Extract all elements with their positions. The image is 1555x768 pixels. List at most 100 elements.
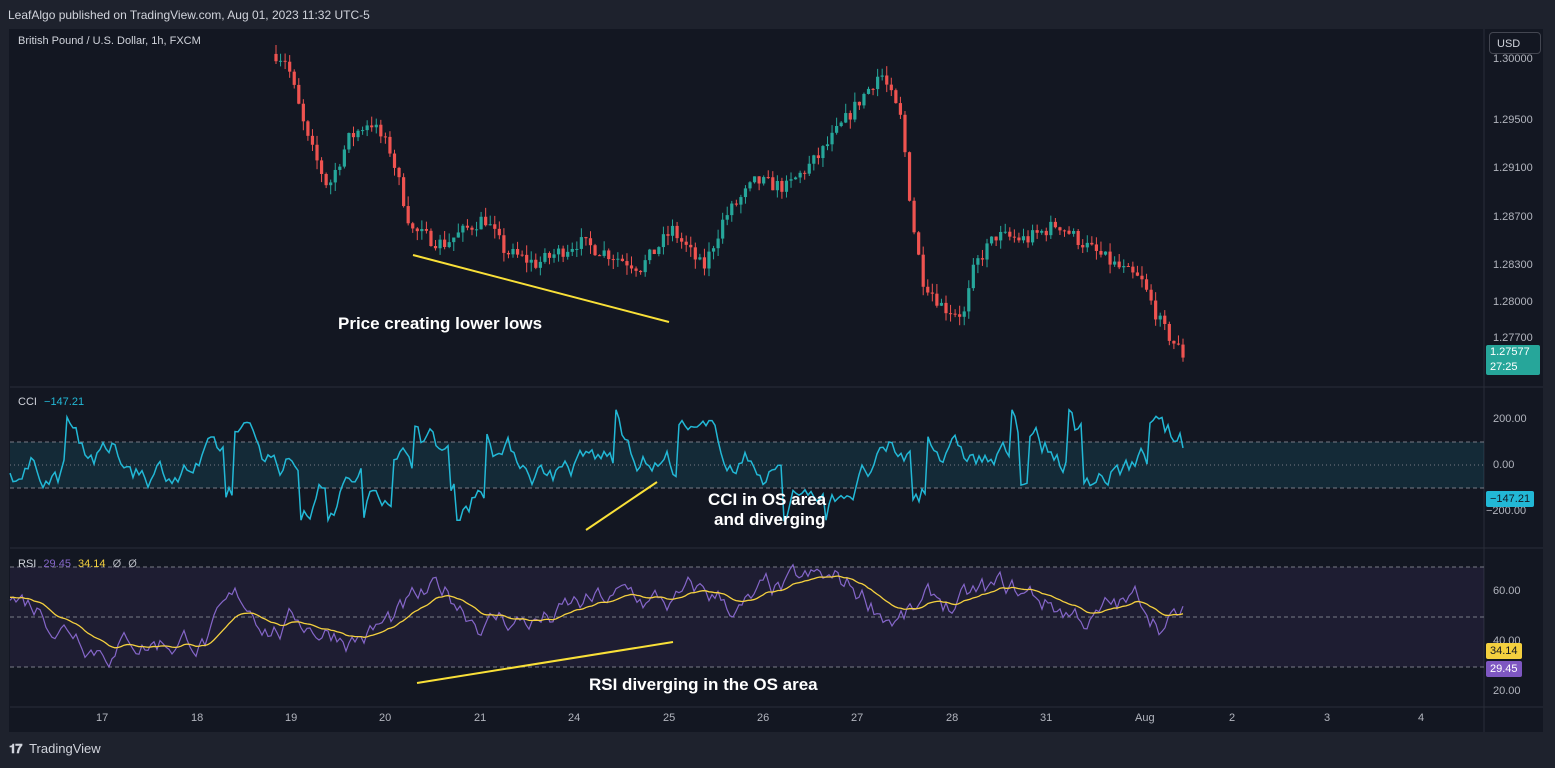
cci-legend[interactable]: CCI −147.21 [18,396,84,408]
candle-body [538,261,542,268]
candle-body [871,88,875,90]
chart-frame[interactable] [9,29,1543,732]
candle-body [670,225,675,236]
price-tick: 1.28700 [1493,210,1533,223]
candle-body [634,268,638,271]
candle-body [821,146,825,159]
candle-body [529,259,533,263]
candle-body [406,206,410,224]
candle-body [593,245,597,256]
tradingview-brand[interactable]: 𝟏𝟕 TradingView [9,741,101,757]
candle-body [511,248,515,255]
last-price-tag: 1.27577 27:25 [1486,345,1540,375]
candle-body [543,252,547,262]
candle-body [620,258,624,262]
candle-body [976,258,980,265]
candle-body [579,237,583,249]
candle-body [456,232,460,238]
candle-body [502,235,506,253]
candle-body [370,125,374,128]
candle-body [944,302,948,314]
rsi-legend-rsi: 29.45 [43,558,71,570]
candle-body [479,216,483,230]
candle-body [388,136,392,154]
rsi-legend-name: RSI [18,558,37,570]
candle-body [730,203,734,216]
candle-body [602,250,606,256]
rsi-ma-line [9,575,1184,649]
time-tick: 28 [946,712,959,724]
candle-body [639,270,643,273]
last-price: 1.27577 [1490,346,1530,358]
candle-body [885,75,889,85]
candle-body [629,265,634,269]
symbol-title[interactable]: British Pound / U.S. Dollar, 1h, FXCM [18,35,201,47]
candle-body [1062,230,1067,232]
cci-trendline [585,481,658,531]
time-tick: 19 [285,712,298,724]
annotation-rsi: RSI diverging in the OS area [589,675,818,694]
rsi-line [9,563,1184,669]
candle-body [839,122,843,127]
candle-body [853,101,857,120]
candle-body [698,257,702,260]
candle-body [447,242,451,248]
candle-body [1026,236,1030,243]
candle-body [1003,231,1007,233]
candle-body [812,155,816,164]
candle-body [351,133,356,138]
candle-body [734,203,738,205]
candle-body [889,84,893,91]
cci-tick-0: 0.00 [1493,459,1515,471]
candle-body [1044,230,1048,236]
candle-body [461,225,465,233]
rsi-value-tag: 29.45 [1486,661,1522,677]
time-tick: Aug [1135,712,1155,724]
currency-button[interactable]: USD [1489,32,1541,54]
cci-legend-name: CCI [18,396,37,408]
candle-body [360,130,365,132]
candle-body [1053,221,1057,228]
candle-body [575,248,579,250]
candle-body [342,149,346,167]
annotation-price: Price creating lower lows [338,314,543,333]
candle-body [374,124,378,128]
candle-body [1049,221,1053,236]
candle-body [616,258,620,260]
trendlines [412,254,674,684]
candle-body [1113,261,1117,265]
candle-body [497,228,501,236]
candle-body [443,239,447,248]
candle-body [989,236,994,244]
candle-body [607,250,611,260]
candle-body [666,234,670,236]
candle-body [757,176,761,184]
candle-body [948,313,953,315]
candle-body [402,177,406,207]
candle-body [611,259,615,261]
candle-body [1126,266,1130,268]
candle-body [830,132,834,145]
candle-body [1030,230,1035,243]
rsi-legend-extra-1: Ø [112,558,122,570]
candle-body [762,177,766,184]
annotation-cci-line2: and diverging [714,510,826,529]
candle-body [930,292,934,294]
candle-body [689,244,693,248]
cci-legend-value: −147.21 [44,396,85,408]
candle-body [848,113,852,120]
rsi-pane [9,563,1484,669]
candle-body [356,130,360,138]
candle-body [876,76,880,90]
candle-body [926,286,930,293]
bar-countdown: 27:25 [1490,361,1518,373]
candle-body [743,188,748,198]
candle-body [1067,230,1071,234]
candle-body [534,259,538,268]
candle-body [1094,244,1099,251]
candle-body [552,254,556,258]
candle-body [1076,230,1080,245]
candle-body [520,254,524,256]
rsi-legend[interactable]: RSI 29.45 34.14 Ø Ø [18,558,137,570]
